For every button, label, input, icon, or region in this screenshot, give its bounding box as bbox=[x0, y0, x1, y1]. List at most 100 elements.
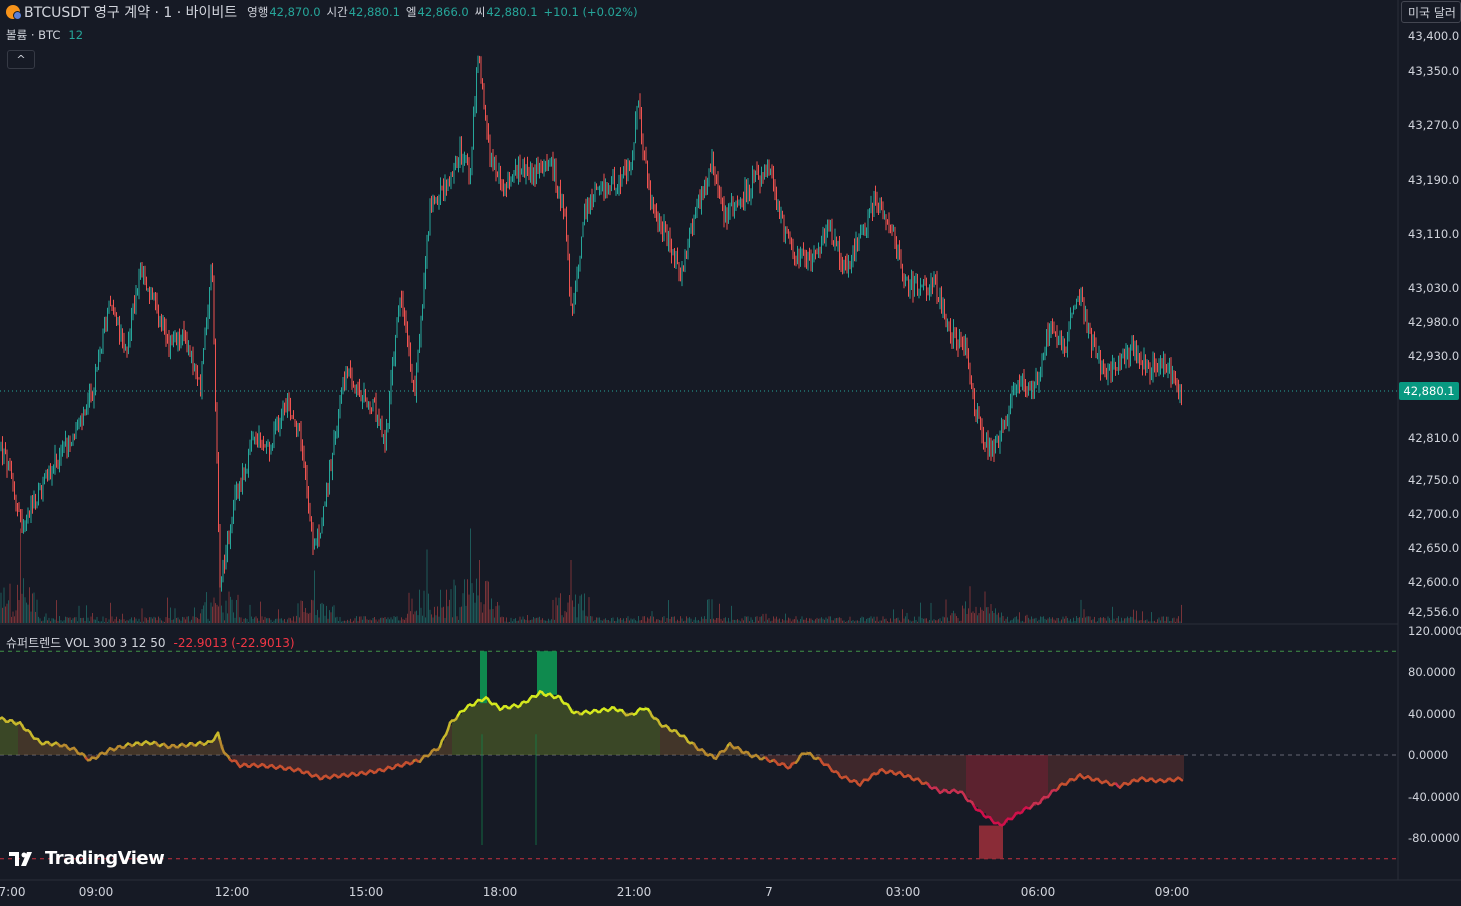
volume-bar bbox=[1133, 609, 1134, 623]
volume-bar bbox=[396, 616, 398, 623]
indicator-legend-value: -22.9013 (-22.9013) bbox=[173, 635, 295, 650]
volume-bar bbox=[1128, 618, 1130, 623]
indicator-fill bbox=[906, 755, 908, 778]
indicator-fill bbox=[1016, 755, 1018, 816]
high-label: 시간 bbox=[326, 5, 348, 19]
volume-bar bbox=[1139, 620, 1140, 623]
volume-bar bbox=[897, 617, 899, 623]
indicator-fill bbox=[294, 755, 296, 770]
volume-bar bbox=[524, 619, 525, 623]
indicator-fill bbox=[264, 755, 266, 768]
volume-bar bbox=[375, 619, 377, 623]
indicator-fill bbox=[356, 755, 358, 773]
volume-bar bbox=[920, 602, 921, 623]
indicator-fill bbox=[834, 755, 836, 771]
volume-bar bbox=[465, 605, 467, 623]
volume-bar bbox=[902, 609, 903, 623]
volume-bar bbox=[461, 606, 462, 623]
indicator-fill bbox=[1052, 755, 1054, 792]
volume-bar bbox=[602, 620, 603, 623]
volume-bar bbox=[713, 618, 714, 623]
indicator-fill bbox=[794, 755, 796, 763]
indicator-fill bbox=[616, 710, 618, 755]
indicator-fill bbox=[1060, 755, 1062, 785]
volume-bar bbox=[74, 617, 75, 623]
indicator-fill bbox=[116, 749, 118, 755]
tradingview-logo[interactable]: TradingView bbox=[9, 848, 165, 869]
indicator-fill bbox=[684, 738, 686, 755]
indicator-fill bbox=[1048, 755, 1050, 795]
indicator-fill bbox=[722, 750, 724, 755]
collapse-legend-button[interactable]: ^ bbox=[7, 50, 35, 69]
volume-bar bbox=[485, 581, 486, 623]
volume-bar bbox=[440, 589, 441, 623]
volume-bar bbox=[534, 618, 536, 623]
indicator-fill bbox=[702, 752, 704, 755]
volume-bar bbox=[143, 621, 144, 623]
volume-bar bbox=[69, 617, 71, 623]
volume-bar bbox=[414, 611, 416, 623]
indicator-fill bbox=[418, 755, 420, 762]
volume-bar bbox=[449, 599, 450, 623]
symbol-legend[interactable]: BTCUSDT 영구 계약 · 1 · 바이비트 영행 42,870.0 시간 … bbox=[6, 3, 644, 21]
indicator-fill bbox=[216, 735, 218, 755]
volume-bar bbox=[921, 617, 923, 623]
volume-bar bbox=[627, 616, 629, 623]
currency-selector-button[interactable]: 미국 달러 bbox=[1401, 1, 1461, 23]
volume-bar bbox=[306, 612, 308, 623]
indicator-fill bbox=[856, 755, 858, 784]
indicator-fill bbox=[512, 705, 514, 755]
volume-bar bbox=[344, 620, 345, 623]
indicator-fill bbox=[830, 755, 832, 767]
time-axis-label: 09:00 bbox=[78, 885, 114, 899]
volume-bar bbox=[692, 621, 693, 623]
volume-bar bbox=[795, 616, 797, 623]
volume-bar bbox=[1080, 599, 1082, 623]
indicator-fill bbox=[1064, 755, 1066, 785]
volume-bar bbox=[642, 616, 644, 623]
indicator-fill bbox=[510, 706, 512, 755]
volume-bar bbox=[456, 616, 458, 623]
indicator-fill bbox=[404, 755, 406, 766]
volume-bar bbox=[300, 600, 302, 623]
indicator-fill bbox=[1106, 755, 1108, 782]
indicator-fill bbox=[2, 720, 4, 755]
indicator-fill bbox=[260, 755, 262, 767]
volume-bar bbox=[1176, 618, 1178, 623]
indicator-fill bbox=[670, 729, 672, 755]
indicator-fill bbox=[152, 742, 154, 755]
volume-bar bbox=[138, 618, 140, 623]
volume-bar bbox=[116, 616, 117, 623]
volume-legend[interactable]: 볼륨 · BTC 12 bbox=[6, 27, 83, 43]
volume-bar bbox=[1077, 617, 1079, 623]
indicator-fill bbox=[654, 716, 656, 755]
indicator-fill bbox=[150, 743, 152, 755]
indicator-fill bbox=[406, 755, 408, 765]
indicator-fill bbox=[746, 753, 748, 755]
indicator-fill bbox=[354, 755, 356, 776]
volume-bar bbox=[366, 619, 368, 623]
volume-bar bbox=[926, 618, 927, 623]
volume-bar bbox=[1034, 618, 1035, 623]
indicator-legend[interactable]: 슈퍼트렌드 VOL 300 3 12 50 -22.9013 (-22.9013… bbox=[6, 634, 295, 651]
indicator-fill bbox=[126, 746, 128, 755]
volume-bar bbox=[749, 621, 750, 623]
volume-bar bbox=[714, 619, 716, 623]
price-axis-label: 43,350.0 bbox=[1408, 64, 1460, 78]
volume-bar bbox=[299, 617, 300, 623]
volume-bar bbox=[110, 602, 111, 623]
volume-bar bbox=[1082, 617, 1083, 623]
volume-bar bbox=[938, 619, 939, 623]
indicator-fill bbox=[676, 732, 678, 755]
volume-bar bbox=[513, 618, 515, 623]
volume-bar bbox=[447, 606, 449, 623]
indicator-fill bbox=[478, 700, 480, 755]
volume-bar bbox=[507, 621, 509, 623]
indicator-fill bbox=[662, 725, 664, 755]
indicator-fill bbox=[476, 704, 478, 755]
volume-bar bbox=[330, 612, 332, 623]
symbol-title[interactable]: BTCUSDT 영구 계약 · 1 · 바이비트 bbox=[24, 5, 238, 21]
volume-bar bbox=[113, 621, 114, 623]
indicator-fill bbox=[636, 713, 638, 755]
